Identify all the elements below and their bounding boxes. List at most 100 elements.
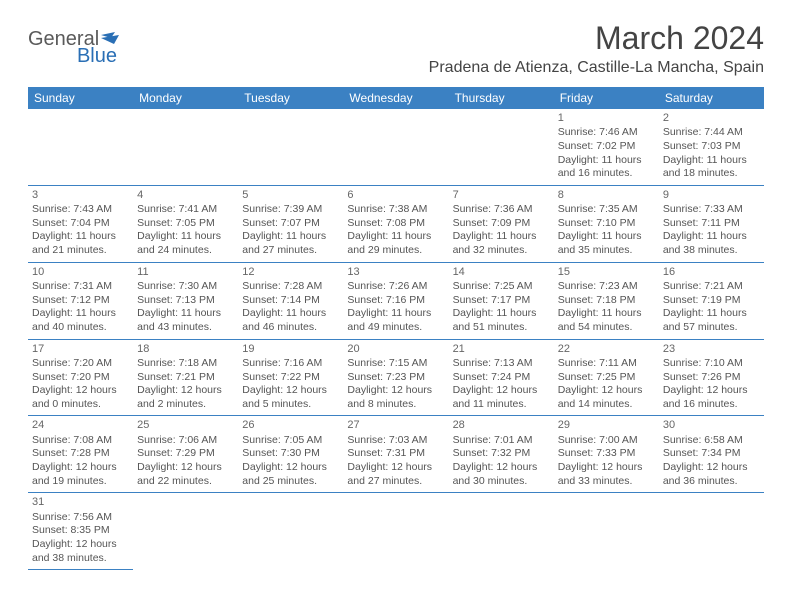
sunset-line: Sunset: 7:16 PM [347,294,444,308]
daylight-line: Daylight: 11 hours and 49 minutes. [347,307,444,334]
calendar-cell: 24Sunrise: 7:08 AMSunset: 7:28 PMDayligh… [28,416,133,493]
daylight-line: Daylight: 11 hours and 18 minutes. [663,154,760,181]
calendar-row: 3Sunrise: 7:43 AMSunset: 7:04 PMDaylight… [28,185,764,262]
sunrise-line: Sunrise: 7:15 AM [347,357,444,371]
sunset-line: Sunset: 7:20 PM [32,371,129,385]
day-number: 6 [347,188,444,202]
calendar-cell: 27Sunrise: 7:03 AMSunset: 7:31 PMDayligh… [343,416,448,493]
calendar-cell: 16Sunrise: 7:21 AMSunset: 7:19 PMDayligh… [659,262,764,339]
calendar-cell: 4Sunrise: 7:41 AMSunset: 7:05 PMDaylight… [133,185,238,262]
sunrise-line: Sunrise: 7:31 AM [32,280,129,294]
sunset-line: Sunset: 7:24 PM [453,371,550,385]
daylight-line: Daylight: 11 hours and 46 minutes. [242,307,339,334]
calendar-row: 1Sunrise: 7:46 AMSunset: 7:02 PMDaylight… [28,109,764,185]
daylight-line: Daylight: 11 hours and 43 minutes. [137,307,234,334]
daylight-line: Daylight: 11 hours and 35 minutes. [558,230,655,257]
calendar-cell: 5Sunrise: 7:39 AMSunset: 7:07 PMDaylight… [238,185,343,262]
sunrise-line: Sunrise: 7:20 AM [32,357,129,371]
sunset-line: Sunset: 7:23 PM [347,371,444,385]
day-number: 27 [347,418,444,432]
day-number: 11 [137,265,234,279]
sunrise-line: Sunrise: 7:25 AM [453,280,550,294]
sunset-line: Sunset: 7:25 PM [558,371,655,385]
calendar-cell: 20Sunrise: 7:15 AMSunset: 7:23 PMDayligh… [343,339,448,416]
day-number: 1 [558,111,655,125]
day-number: 17 [32,342,129,356]
calendar-row: 31Sunrise: 7:56 AMSunset: 8:35 PMDayligh… [28,493,764,570]
day-number: 29 [558,418,655,432]
daylight-line: Daylight: 12 hours and 2 minutes. [137,384,234,411]
sunset-line: Sunset: 7:04 PM [32,217,129,231]
calendar-cell: 7Sunrise: 7:36 AMSunset: 7:09 PMDaylight… [449,185,554,262]
day-number: 8 [558,188,655,202]
sunset-line: Sunset: 7:26 PM [663,371,760,385]
title-wrap: March 2024 Pradena de Atienza, Castille-… [429,20,764,83]
sunrise-line: Sunrise: 7:33 AM [663,203,760,217]
calendar-cell: 3Sunrise: 7:43 AMSunset: 7:04 PMDaylight… [28,185,133,262]
sunset-line: Sunset: 7:34 PM [663,447,760,461]
day-number: 23 [663,342,760,356]
daylight-line: Daylight: 12 hours and 30 minutes. [453,461,550,488]
calendar-cell [238,109,343,185]
calendar-cell: 28Sunrise: 7:01 AMSunset: 7:32 PMDayligh… [449,416,554,493]
daylight-line: Daylight: 12 hours and 33 minutes. [558,461,655,488]
day-number: 10 [32,265,129,279]
calendar-cell [554,493,659,570]
day-number: 4 [137,188,234,202]
calendar-cell [449,493,554,570]
calendar-cell: 23Sunrise: 7:10 AMSunset: 7:26 PMDayligh… [659,339,764,416]
logo-text-blue: Blue [77,45,117,68]
sunrise-line: Sunrise: 7:56 AM [32,511,129,525]
daylight-line: Daylight: 12 hours and 11 minutes. [453,384,550,411]
weekday-header: Tuesday [238,87,343,109]
calendar-cell [133,109,238,185]
sunset-line: Sunset: 7:13 PM [137,294,234,308]
day-number: 20 [347,342,444,356]
daylight-line: Daylight: 12 hours and 14 minutes. [558,384,655,411]
weekday-header: Monday [133,87,238,109]
calendar-cell: 31Sunrise: 7:56 AMSunset: 8:35 PMDayligh… [28,493,133,570]
sunrise-line: Sunrise: 7:44 AM [663,126,760,140]
daylight-line: Daylight: 11 hours and 16 minutes. [558,154,655,181]
header: General Gene Blue March 2024 Pradena de … [28,20,764,83]
daylight-line: Daylight: 12 hours and 36 minutes. [663,461,760,488]
sunset-line: Sunset: 7:21 PM [137,371,234,385]
daylight-line: Daylight: 11 hours and 38 minutes. [663,230,760,257]
weekday-header: Wednesday [343,87,448,109]
sunset-line: Sunset: 7:08 PM [347,217,444,231]
calendar-row: 24Sunrise: 7:08 AMSunset: 7:28 PMDayligh… [28,416,764,493]
sunset-line: Sunset: 7:11 PM [663,217,760,231]
daylight-line: Daylight: 11 hours and 29 minutes. [347,230,444,257]
calendar-cell: 13Sunrise: 7:26 AMSunset: 7:16 PMDayligh… [343,262,448,339]
sunrise-line: Sunrise: 7:01 AM [453,434,550,448]
calendar-cell [133,493,238,570]
daylight-line: Daylight: 11 hours and 21 minutes. [32,230,129,257]
sunrise-line: Sunrise: 7:21 AM [663,280,760,294]
day-number: 21 [453,342,550,356]
day-number: 9 [663,188,760,202]
sunrise-line: Sunrise: 7:30 AM [137,280,234,294]
sunrise-line: Sunrise: 7:35 AM [558,203,655,217]
day-number: 2 [663,111,760,125]
weekday-header: Friday [554,87,659,109]
sunrise-line: Sunrise: 7:23 AM [558,280,655,294]
calendar-cell: 21Sunrise: 7:13 AMSunset: 7:24 PMDayligh… [449,339,554,416]
calendar-cell [343,109,448,185]
calendar-cell: 22Sunrise: 7:11 AMSunset: 7:25 PMDayligh… [554,339,659,416]
daylight-line: Daylight: 11 hours and 51 minutes. [453,307,550,334]
day-number: 15 [558,265,655,279]
day-number: 3 [32,188,129,202]
day-number: 18 [137,342,234,356]
day-number: 28 [453,418,550,432]
sunset-line: Sunset: 7:29 PM [137,447,234,461]
calendar-cell: 15Sunrise: 7:23 AMSunset: 7:18 PMDayligh… [554,262,659,339]
calendar-cell: 1Sunrise: 7:46 AMSunset: 7:02 PMDaylight… [554,109,659,185]
sunset-line: Sunset: 7:28 PM [32,447,129,461]
sunset-line: Sunset: 7:22 PM [242,371,339,385]
calendar-cell: 29Sunrise: 7:00 AMSunset: 7:33 PMDayligh… [554,416,659,493]
sunset-line: Sunset: 7:12 PM [32,294,129,308]
calendar-head: SundayMondayTuesdayWednesdayThursdayFrid… [28,87,764,109]
sunrise-line: Sunrise: 7:05 AM [242,434,339,448]
sunset-line: Sunset: 7:10 PM [558,217,655,231]
sunset-line: Sunset: 8:35 PM [32,524,129,538]
